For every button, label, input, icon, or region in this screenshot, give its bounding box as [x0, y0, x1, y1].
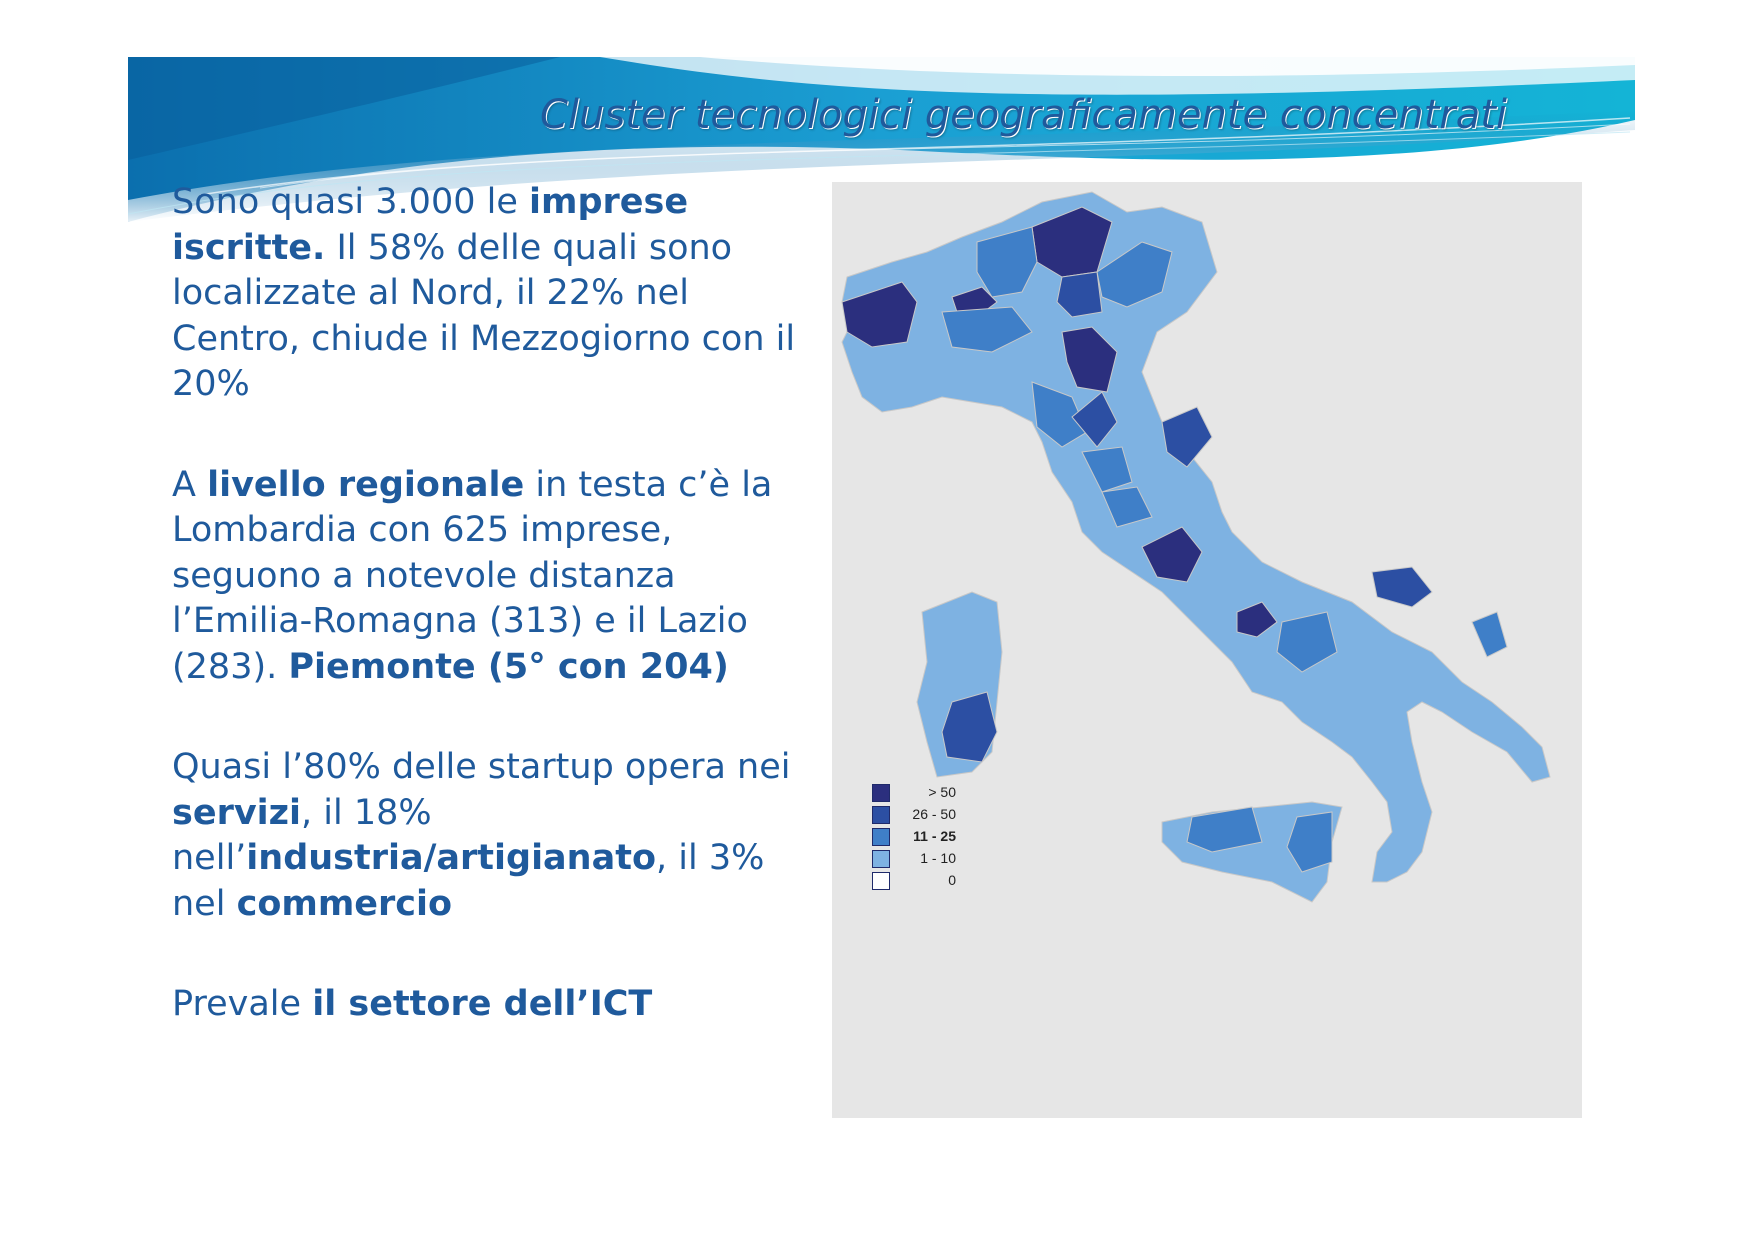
italy-map-svg [841, 191, 1551, 903]
province-region-p [1276, 611, 1338, 673]
province-region-l [1071, 391, 1118, 448]
text-run: Il 58% delle quali sono localizzate al N… [172, 227, 796, 405]
sardinia-province [941, 691, 998, 763]
province-region-g [976, 226, 1038, 298]
legend-swatch [872, 784, 890, 802]
province-region-r [1101, 486, 1153, 528]
text-run: A [172, 464, 208, 505]
province-region-c [1061, 326, 1118, 393]
body-paragraph: Quasi l’80% delle startup opera nei serv… [172, 745, 822, 927]
province-region-e [1236, 601, 1278, 638]
bold-text-run: il settore dell’ICT [312, 984, 653, 1024]
legend-swatch [872, 872, 890, 890]
legend-swatch [872, 850, 890, 868]
slide-title: Cluster tecnologici geograficamente conc… [540, 92, 1508, 138]
text-run: , il 3% nel [172, 838, 765, 924]
text-run: Quasi l’80% delle startup opera nei [172, 747, 791, 787]
province-region-o [1471, 611, 1508, 658]
bold-text-run: commercio [236, 883, 453, 924]
province-region-j [941, 306, 1033, 353]
bold-text-run: servizi [172, 792, 302, 833]
sicily-province-b [1286, 811, 1333, 873]
body-text: Sono quasi 3.000 le imprese iscritte. Il… [172, 180, 822, 1028]
sicily-province-a [1186, 806, 1263, 853]
province-region-k [1031, 381, 1088, 448]
legend-label: 0 [948, 872, 956, 888]
italy-mainland [841, 191, 1551, 883]
body-paragraph: A livello regionale in testa c’è la Lomb… [172, 463, 822, 691]
italy-choropleth-map: > 50 26 - 50 11 - 25 1 - 10 0 [832, 182, 1582, 1118]
province-region-d [1141, 526, 1203, 583]
text-run: in testa c’è la Lombardia con 625 impres… [172, 464, 773, 687]
body-paragraph: Prevale il settore dell’ICT [172, 982, 822, 1028]
text-run: , il 18% nell’ [172, 792, 432, 879]
text-run: Sono quasi 3.000 le [172, 182, 529, 222]
legend-label: 11 - 25 [913, 828, 956, 844]
bold-text-run: industria/artigianato [246, 838, 656, 878]
legend-swatch [872, 806, 890, 824]
body-paragraph: Sono quasi 3.000 le imprese iscritte. Il… [172, 180, 822, 408]
province-region-b [841, 281, 918, 348]
bold-text-run: livello regionale [207, 464, 525, 505]
bold-text-run: Piemonte (5° con 204) [288, 646, 729, 687]
legend-label: > 50 [928, 784, 956, 800]
legend-label: 26 - 50 [912, 806, 956, 822]
legend-swatch [872, 828, 890, 846]
province-region-q [1081, 446, 1133, 493]
text-run: Prevale [172, 984, 313, 1024]
bold-text-run: imprese iscritte. [172, 182, 689, 268]
legend-label: 1 - 10 [920, 850, 956, 866]
province-region-m [1161, 406, 1213, 468]
header-wave-banner [127, 57, 1635, 222]
province-region-h [1096, 241, 1173, 308]
province-region-i [1056, 271, 1103, 318]
province-region-n [1371, 566, 1433, 608]
